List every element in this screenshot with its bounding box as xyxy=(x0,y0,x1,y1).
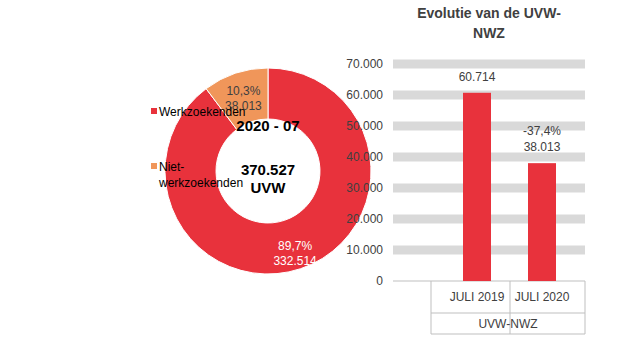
x-tick-label: JULI 2020 xyxy=(515,290,570,304)
title-part: Evolutie van de UVW- xyxy=(417,5,561,21)
donut xyxy=(165,68,371,274)
value-label: 38.013 xyxy=(524,140,561,154)
y-tick-label: 70.000 xyxy=(346,57,383,71)
value-label: 332.514 xyxy=(273,254,317,268)
y-tick-label: 50.000 xyxy=(346,119,383,133)
center-subtitle: 2020 - 07 xyxy=(236,117,299,134)
legend-label-part: Werkzoekenden xyxy=(159,105,246,119)
bars xyxy=(463,93,556,281)
y-tick-label: 60.000 xyxy=(346,88,383,102)
legend-label: Niet-werkzoekenden xyxy=(158,160,243,190)
legend-label: Werkzoekenden xyxy=(159,105,246,119)
y-tick-label: 0 xyxy=(376,274,383,288)
legend-label-part: werkzoekenden xyxy=(158,176,243,190)
axis-box xyxy=(431,313,585,314)
axis-box xyxy=(431,281,432,334)
axis-box xyxy=(431,334,585,335)
grid-line xyxy=(393,60,585,69)
x-axis-label: UVW-NWZ xyxy=(478,317,537,331)
y-tick-label: 10.000 xyxy=(346,243,383,257)
value-label: 60.714 xyxy=(459,70,496,84)
bar xyxy=(463,93,491,281)
y-tick-label: 20.000 xyxy=(346,212,383,226)
bar xyxy=(528,163,556,281)
title-part: NWZ xyxy=(473,25,505,41)
y-tick-label: 30.000 xyxy=(346,181,383,195)
donut-slice xyxy=(165,68,371,274)
share-label: 10,3% xyxy=(226,84,260,98)
y-tick-label: 40.000 xyxy=(346,150,383,164)
x-tick-label: JULI 2019 xyxy=(450,290,505,304)
change-label: -37,4% xyxy=(523,124,561,138)
chart-root: 89,7%332.51410,3%38.0132020 - 07370.527U… xyxy=(0,0,637,347)
center-total: 370.527 xyxy=(241,161,295,178)
chart-title: Evolutie van de UVW- NWZ xyxy=(417,5,561,41)
axis-box xyxy=(585,281,586,334)
share-label: 89,7% xyxy=(278,239,312,253)
legend-label-part: Niet- xyxy=(159,160,184,174)
legend-swatch xyxy=(151,108,157,114)
center-unit: UVW xyxy=(251,179,287,196)
legend-swatch xyxy=(151,163,157,169)
